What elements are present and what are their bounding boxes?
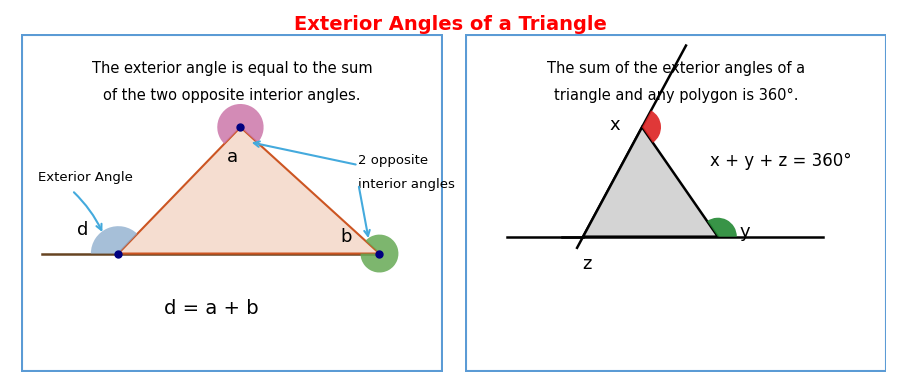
Wedge shape (217, 104, 264, 144)
FancyBboxPatch shape (466, 35, 886, 371)
Text: d = a + b: d = a + b (164, 299, 259, 318)
Text: The sum of the exterior angles of a: The sum of the exterior angles of a (547, 61, 805, 76)
Wedge shape (642, 110, 661, 143)
Text: d: d (77, 221, 88, 239)
Wedge shape (360, 235, 398, 272)
Text: Exterior Angle: Exterior Angle (38, 171, 133, 184)
Text: of the two opposite interior angles.: of the two opposite interior angles. (104, 88, 360, 103)
Wedge shape (91, 226, 137, 254)
Text: x: x (609, 116, 620, 134)
Polygon shape (118, 127, 379, 254)
Text: Exterior Angles of a Triangle: Exterior Angles of a Triangle (294, 15, 607, 34)
Text: The exterior angle is equal to the sum: The exterior angle is equal to the sum (92, 61, 372, 76)
Text: y: y (740, 224, 751, 241)
Wedge shape (707, 218, 737, 237)
Text: 2 opposite: 2 opposite (359, 154, 429, 167)
Text: triangle and any polygon is 360°.: triangle and any polygon is 360°. (553, 88, 798, 103)
Text: b: b (340, 228, 351, 246)
FancyBboxPatch shape (23, 35, 441, 371)
Polygon shape (583, 127, 718, 237)
Text: x + y + z = 360°: x + y + z = 360° (710, 152, 851, 170)
Text: interior angles: interior angles (359, 178, 455, 190)
Text: z: z (583, 255, 592, 273)
Text: a: a (226, 148, 238, 165)
